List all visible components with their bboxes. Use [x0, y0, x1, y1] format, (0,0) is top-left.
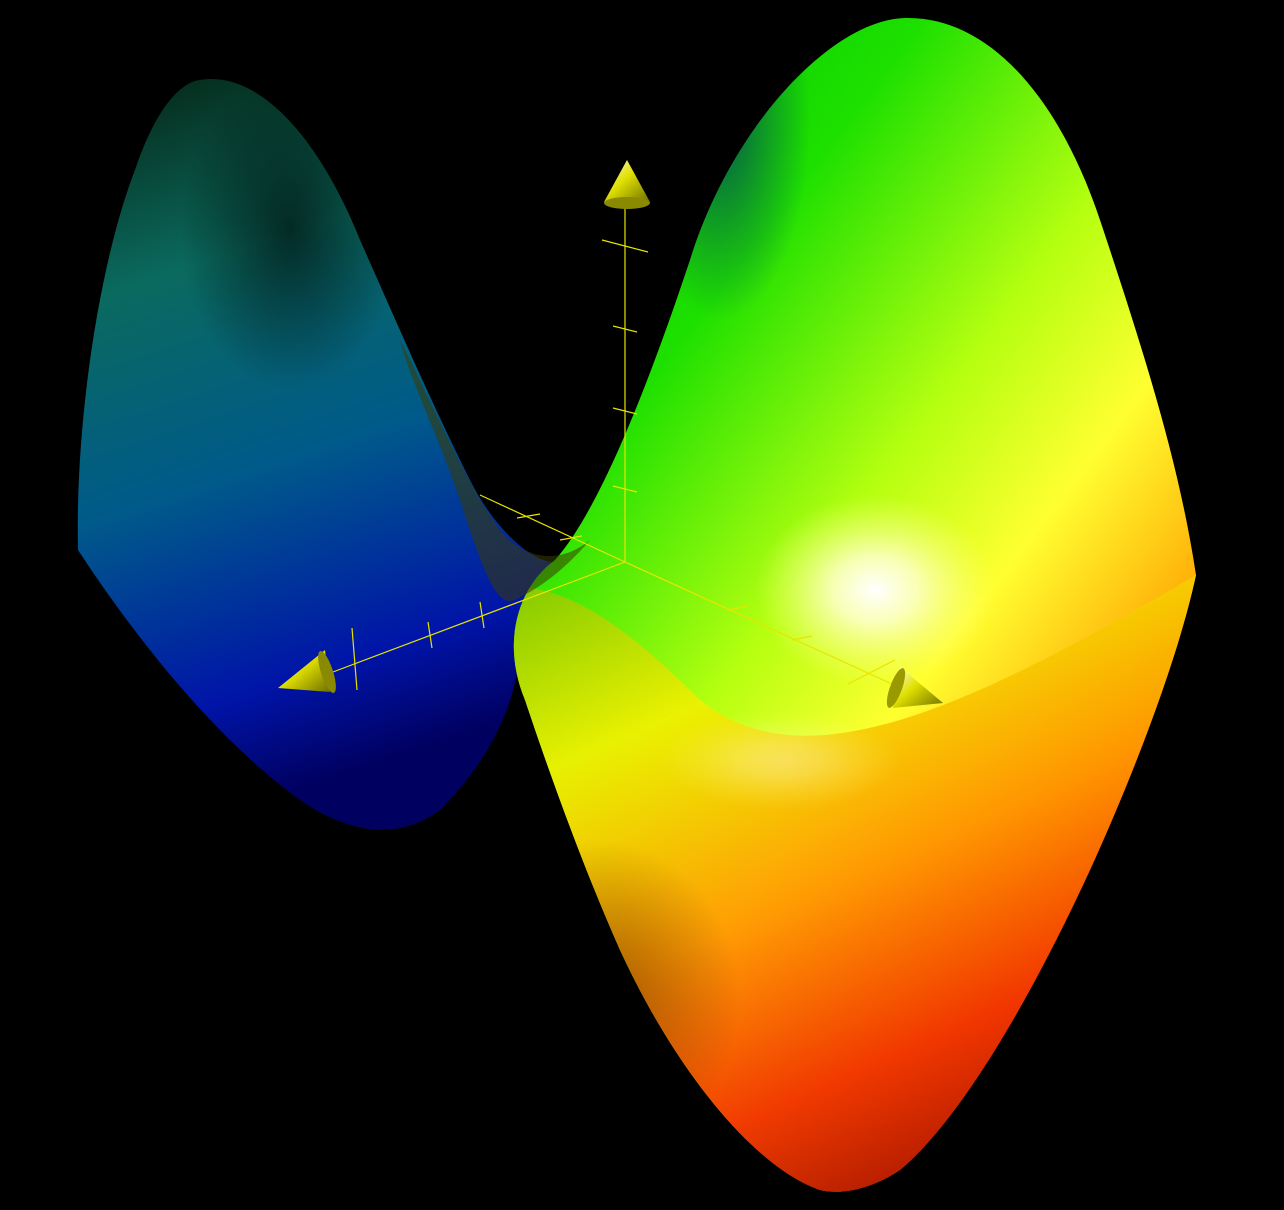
- left-lobe-shadow: [180, 70, 400, 390]
- y-axis-tick: [847, 659, 896, 685]
- surface-right-sheet: [513, 17, 1196, 1192]
- z-axis-tick: [612, 407, 638, 415]
- x-axis-line: [324, 561, 626, 676]
- saddle-throat: [400, 340, 590, 602]
- z-axis-tick: [612, 485, 638, 493]
- axes: [324, 200, 906, 691]
- axis-arrowheads: [278, 160, 943, 708]
- z-axis-arrowhead-icon: [604, 160, 650, 209]
- y-axis-line: [624, 561, 906, 691]
- y-axis-tick: [727, 605, 749, 611]
- x-axis-arrowhead-icon: [278, 650, 336, 694]
- y-axis-tick: [516, 513, 541, 519]
- y-axis-line: [479, 494, 626, 563]
- x-axis-tick: [479, 601, 485, 629]
- z-axis-tick: [612, 325, 638, 333]
- x-axis-tick: [427, 621, 433, 649]
- y-axis-tick: [559, 535, 583, 541]
- y-axis-tick: [791, 635, 813, 641]
- z-axis-tick: [601, 239, 649, 253]
- y-axis-arrowhead-icon: [886, 667, 943, 708]
- x-axis-tick: [351, 627, 358, 691]
